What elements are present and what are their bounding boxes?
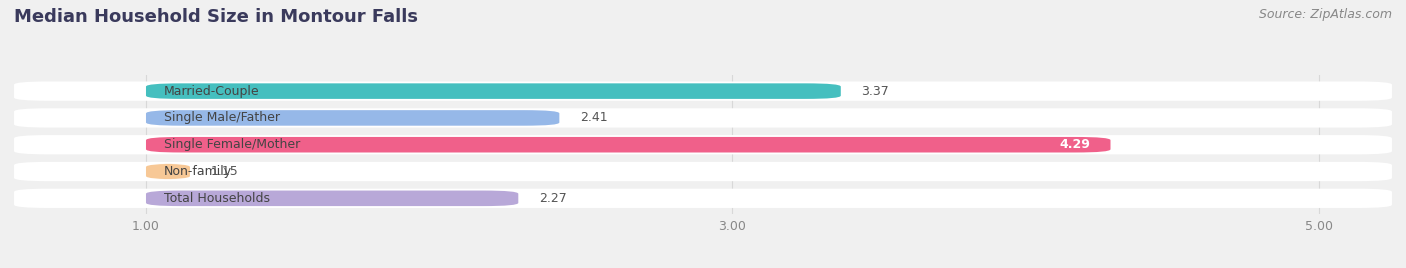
FancyBboxPatch shape xyxy=(146,164,190,179)
Text: Median Household Size in Montour Falls: Median Household Size in Montour Falls xyxy=(14,8,418,26)
FancyBboxPatch shape xyxy=(146,110,560,126)
Text: Total Households: Total Households xyxy=(163,192,270,205)
Text: Single Female/Mother: Single Female/Mother xyxy=(163,138,299,151)
FancyBboxPatch shape xyxy=(14,135,1392,154)
FancyBboxPatch shape xyxy=(14,162,1392,181)
Text: 2.41: 2.41 xyxy=(579,111,607,124)
FancyBboxPatch shape xyxy=(14,108,1392,128)
Text: Non-family: Non-family xyxy=(163,165,232,178)
FancyBboxPatch shape xyxy=(146,191,519,206)
Text: Single Male/Father: Single Male/Father xyxy=(163,111,280,124)
FancyBboxPatch shape xyxy=(14,189,1392,208)
Text: 2.27: 2.27 xyxy=(538,192,567,205)
FancyBboxPatch shape xyxy=(146,137,1111,152)
Text: Married-Couple: Married-Couple xyxy=(163,85,259,98)
Text: 1.15: 1.15 xyxy=(211,165,238,178)
FancyBboxPatch shape xyxy=(146,83,841,99)
Text: 4.29: 4.29 xyxy=(1059,138,1090,151)
FancyBboxPatch shape xyxy=(14,81,1392,101)
Text: 3.37: 3.37 xyxy=(862,85,889,98)
Text: Source: ZipAtlas.com: Source: ZipAtlas.com xyxy=(1258,8,1392,21)
